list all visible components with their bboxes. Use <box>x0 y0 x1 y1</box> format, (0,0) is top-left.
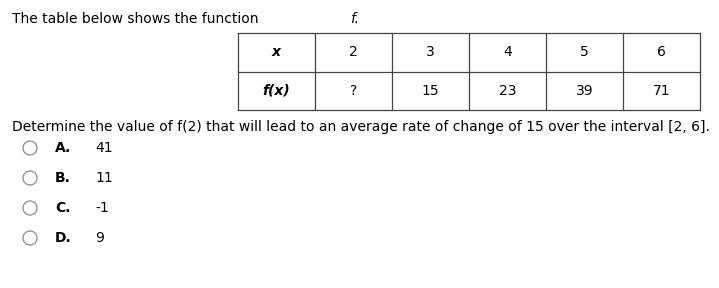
Text: 39: 39 <box>576 84 593 98</box>
Text: 11: 11 <box>95 171 113 185</box>
Text: x: x <box>272 45 281 59</box>
Text: Determine the value of f(2) that will lead to an average rate of change of 15 ov: Determine the value of f(2) that will le… <box>12 120 710 134</box>
Text: 6: 6 <box>657 45 666 59</box>
Text: A.: A. <box>55 141 71 155</box>
Text: 2: 2 <box>349 45 358 59</box>
Text: ?: ? <box>350 84 357 98</box>
Text: f(x): f(x) <box>262 84 290 98</box>
Text: B.: B. <box>55 171 71 185</box>
Text: The table below shows the function: The table below shows the function <box>12 12 263 26</box>
Text: C.: C. <box>55 201 70 215</box>
Text: 71: 71 <box>653 84 670 98</box>
Text: 3: 3 <box>426 45 435 59</box>
Text: D.: D. <box>55 231 72 245</box>
Text: 5: 5 <box>580 45 589 59</box>
Text: 23: 23 <box>499 84 516 98</box>
Text: -1: -1 <box>95 201 109 215</box>
Text: 41: 41 <box>95 141 113 155</box>
Text: 9: 9 <box>95 231 104 245</box>
Text: 15: 15 <box>421 84 439 98</box>
Text: 4: 4 <box>503 45 512 59</box>
Text: f.: f. <box>350 12 359 26</box>
